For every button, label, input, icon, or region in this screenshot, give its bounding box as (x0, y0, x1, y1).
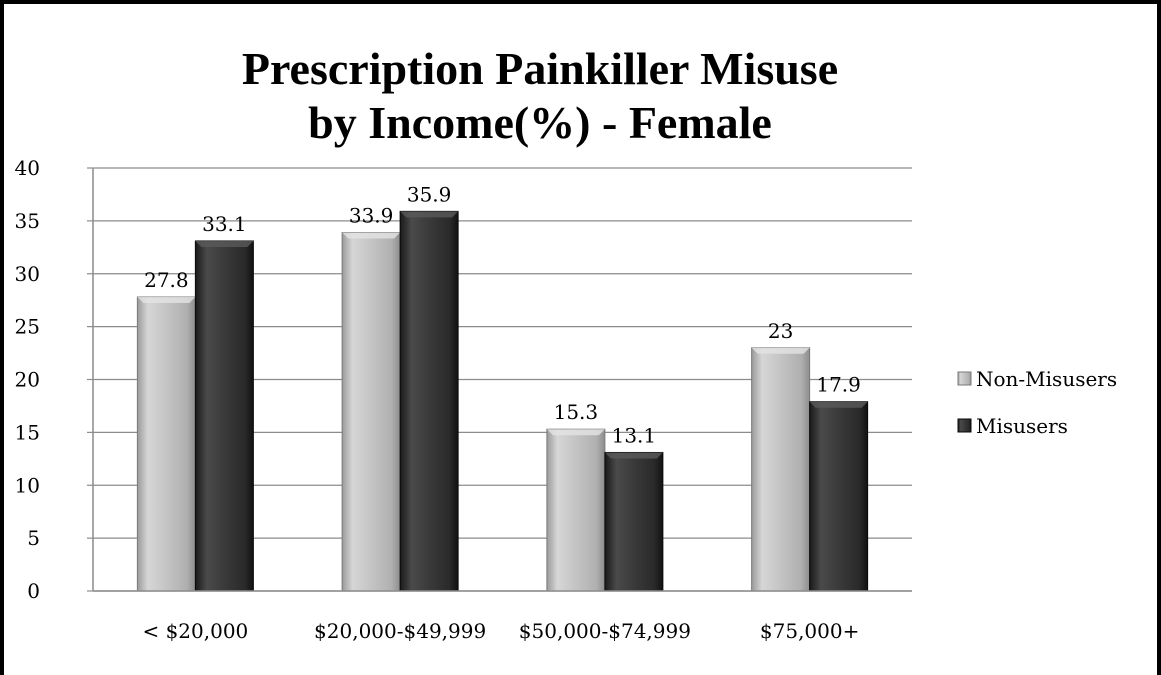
chart-title-line-1: Prescription Painkiller Misuse (241, 43, 839, 94)
legend-label-misusers: Misusers (976, 414, 1068, 438)
bar-non-misusers (341, 232, 401, 592)
y-tick-label: 5 (27, 526, 40, 550)
data-label-non-misusers: 15.3 (554, 400, 599, 424)
data-label-misusers: 35.9 (407, 182, 452, 206)
data-labels: 27.8 33.1 33.9 35.9 15.3 13.1 23 17.9 (144, 182, 861, 447)
category-label: < $20,000 (142, 619, 248, 643)
bar-misusers (604, 451, 664, 592)
bar-bevel-misusers (400, 211, 459, 218)
bar-misusers (194, 240, 254, 592)
bar-bevel-misusers (604, 452, 663, 459)
category-label: $75,000+ (760, 619, 859, 643)
y-tick-label: 35 (15, 209, 40, 233)
data-label-non-misusers: 27.8 (144, 268, 189, 292)
legend: Non-Misusers Misusers (957, 367, 1117, 438)
bar-bevel-non-misusers (751, 347, 810, 354)
x-axis: < $20,000 $20,000-$49,999 $50,000-$74,999 $… (93, 590, 912, 643)
legend-swatch-non-misusers (957, 371, 972, 386)
legend-label-non-misusers: Non-Misusers (976, 367, 1117, 391)
chart-title: Prescription Painkiller Misuse by Income… (0, 42, 1080, 150)
bar-non-misusers (546, 428, 606, 592)
bar-bevel-non-misusers (546, 429, 605, 436)
y-tick-label: 15 (15, 420, 40, 444)
y-tick-label: 25 (15, 315, 40, 339)
bars (136, 210, 869, 592)
data-label-misusers: 17.9 (816, 373, 861, 397)
category-label: $50,000-$74,999 (519, 619, 691, 643)
data-label-non-misusers: 33.9 (349, 204, 394, 228)
legend-swatch-misusers (957, 418, 972, 433)
data-label-misusers: 33.1 (202, 212, 247, 236)
y-tick-label: 0 (27, 579, 40, 603)
chart-title-line-2: by Income(%) - Female (308, 97, 772, 148)
bar-bevel-non-misusers (342, 232, 401, 239)
bar-non-misusers (136, 296, 196, 592)
y-tick-label: 10 (15, 473, 40, 497)
bar-bevel-misusers (809, 401, 868, 408)
y-axis: 0 5 10 15 20 25 30 35 40 (15, 156, 94, 603)
bar-non-misusers (751, 347, 811, 592)
bar-misusers (809, 401, 869, 592)
y-tick-label: 40 (15, 156, 40, 180)
data-label-non-misusers: 23 (768, 319, 793, 343)
bar-misusers (399, 210, 459, 592)
y-tick-label: 30 (15, 262, 40, 286)
y-tick-label: 20 (15, 368, 40, 392)
bar-bevel-misusers (195, 240, 254, 247)
bar-bevel-non-misusers (137, 297, 196, 304)
data-label-misusers: 13.1 (612, 423, 657, 447)
category-label: $20,000-$49,999 (314, 619, 486, 643)
